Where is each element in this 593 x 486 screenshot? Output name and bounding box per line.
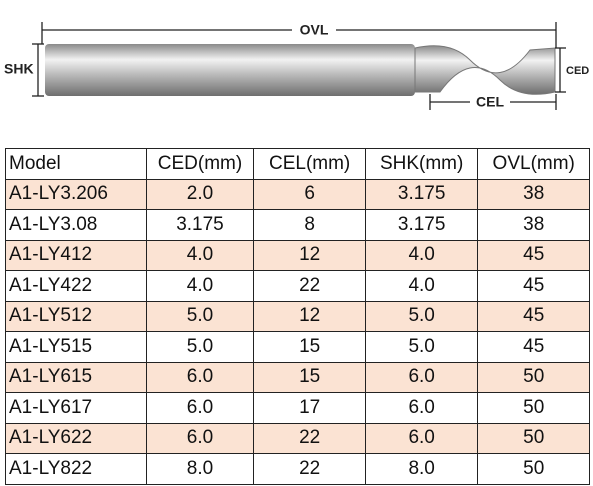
table-cell: A1-LY512 bbox=[5, 300, 147, 332]
table-cell: 50 bbox=[477, 453, 590, 485]
table-cell: 5.0 bbox=[364, 331, 479, 363]
table-cell: 15 bbox=[253, 361, 366, 393]
ovl-label: OVL bbox=[300, 22, 329, 38]
table-row: A1-LY622 6.0 22 6.0 50 bbox=[5, 422, 590, 454]
ced-label: CED bbox=[566, 65, 589, 77]
table-cell: A1-LY412 bbox=[5, 239, 147, 271]
table-cell: 6.0 bbox=[364, 392, 479, 424]
cel-label: CEL bbox=[476, 94, 504, 110]
table-cell: 5.0 bbox=[145, 300, 255, 332]
table-cell: 50 bbox=[477, 361, 590, 393]
table-cell: 12 bbox=[253, 239, 366, 271]
table-cell: 8.0 bbox=[145, 453, 255, 485]
table-cell: 22 bbox=[253, 453, 366, 485]
table-cell: A1-LY617 bbox=[5, 392, 147, 424]
table-row: A1-LY3.08 3.175 8 3.175 38 bbox=[5, 209, 590, 241]
table-cell: 6 bbox=[253, 178, 366, 210]
table-cell: 12 bbox=[253, 300, 366, 332]
table-cell: 8.0 bbox=[364, 453, 479, 485]
table-cell: A1-LY3.08 bbox=[5, 209, 147, 241]
header-cell: Model bbox=[5, 148, 147, 180]
table-row: A1-LY3.206 2.0 6 3.175 38 bbox=[5, 178, 590, 210]
table-cell: 15 bbox=[253, 331, 366, 363]
table-cell: 8 bbox=[253, 209, 366, 241]
table-row: A1-LY617 6.0 17 6.0 50 bbox=[5, 392, 590, 424]
table-row: A1-LY822 8.0 22 8.0 50 bbox=[5, 453, 590, 485]
shk-label: SHK bbox=[4, 61, 34, 77]
table-row: A1-LY615 6.0 15 6.0 50 bbox=[5, 361, 590, 393]
table-row: A1-LY515 5.0 15 5.0 45 bbox=[5, 331, 590, 363]
table-cell: 38 bbox=[477, 209, 590, 241]
spec-table: Model CED(mm) CEL(mm) SHK(mm) OVL(mm) A1-LY3.… bbox=[5, 148, 590, 485]
table-cell: 5.0 bbox=[364, 300, 479, 332]
table-cell: 5.0 bbox=[145, 331, 255, 363]
table-cell: 4.0 bbox=[364, 239, 479, 271]
table-cell: 4.0 bbox=[145, 270, 255, 302]
table-cell: 6.0 bbox=[364, 422, 479, 454]
header-cell: CED(mm) bbox=[145, 148, 255, 180]
table-cell: 4.0 bbox=[364, 270, 479, 302]
table-cell: 45 bbox=[477, 331, 590, 363]
table-cell: 3.175 bbox=[364, 178, 479, 210]
table-cell: 3.175 bbox=[145, 209, 255, 241]
table-cell: 3.175 bbox=[364, 209, 479, 241]
table-cell: 6.0 bbox=[145, 361, 255, 393]
table-cell: A1-LY3.206 bbox=[5, 178, 147, 210]
table-cell: A1-LY422 bbox=[5, 270, 147, 302]
table-cell: 6.0 bbox=[145, 392, 255, 424]
table-cell: A1-LY622 bbox=[5, 422, 147, 454]
table-cell: 17 bbox=[253, 392, 366, 424]
table-cell: 38 bbox=[477, 178, 590, 210]
shank bbox=[45, 44, 415, 96]
table-cell: A1-LY822 bbox=[5, 453, 147, 485]
table-cell: 2.0 bbox=[145, 178, 255, 210]
header-cell: SHK(mm) bbox=[364, 148, 479, 180]
table-cell: 4.0 bbox=[145, 239, 255, 271]
table-cell: A1-LY615 bbox=[5, 361, 147, 393]
tool-diagram: OVL SHK CED CEL bbox=[4, 20, 589, 112]
flute bbox=[414, 45, 556, 95]
table-row: A1-LY422 4.0 22 4.0 45 bbox=[5, 270, 590, 302]
header-cell: OVL(mm) bbox=[477, 148, 590, 180]
table-cell: 45 bbox=[477, 270, 590, 302]
table-cell: 22 bbox=[253, 422, 366, 454]
table-cell: 50 bbox=[477, 422, 590, 454]
table-cell: 45 bbox=[477, 239, 590, 271]
table-cell: 50 bbox=[477, 392, 590, 424]
header-cell: CEL(mm) bbox=[253, 148, 366, 180]
table-row: A1-LY512 5.0 12 5.0 45 bbox=[5, 300, 590, 332]
table-cell: 45 bbox=[477, 300, 590, 332]
header-row: Model CED(mm) CEL(mm) SHK(mm) OVL(mm) bbox=[5, 148, 590, 180]
table-row: A1-LY412 4.0 12 4.0 45 bbox=[5, 239, 590, 271]
table-cell: 6.0 bbox=[364, 361, 479, 393]
table-cell: 6.0 bbox=[145, 422, 255, 454]
table-cell: 22 bbox=[253, 270, 366, 302]
table-cell: A1-LY515 bbox=[5, 331, 147, 363]
